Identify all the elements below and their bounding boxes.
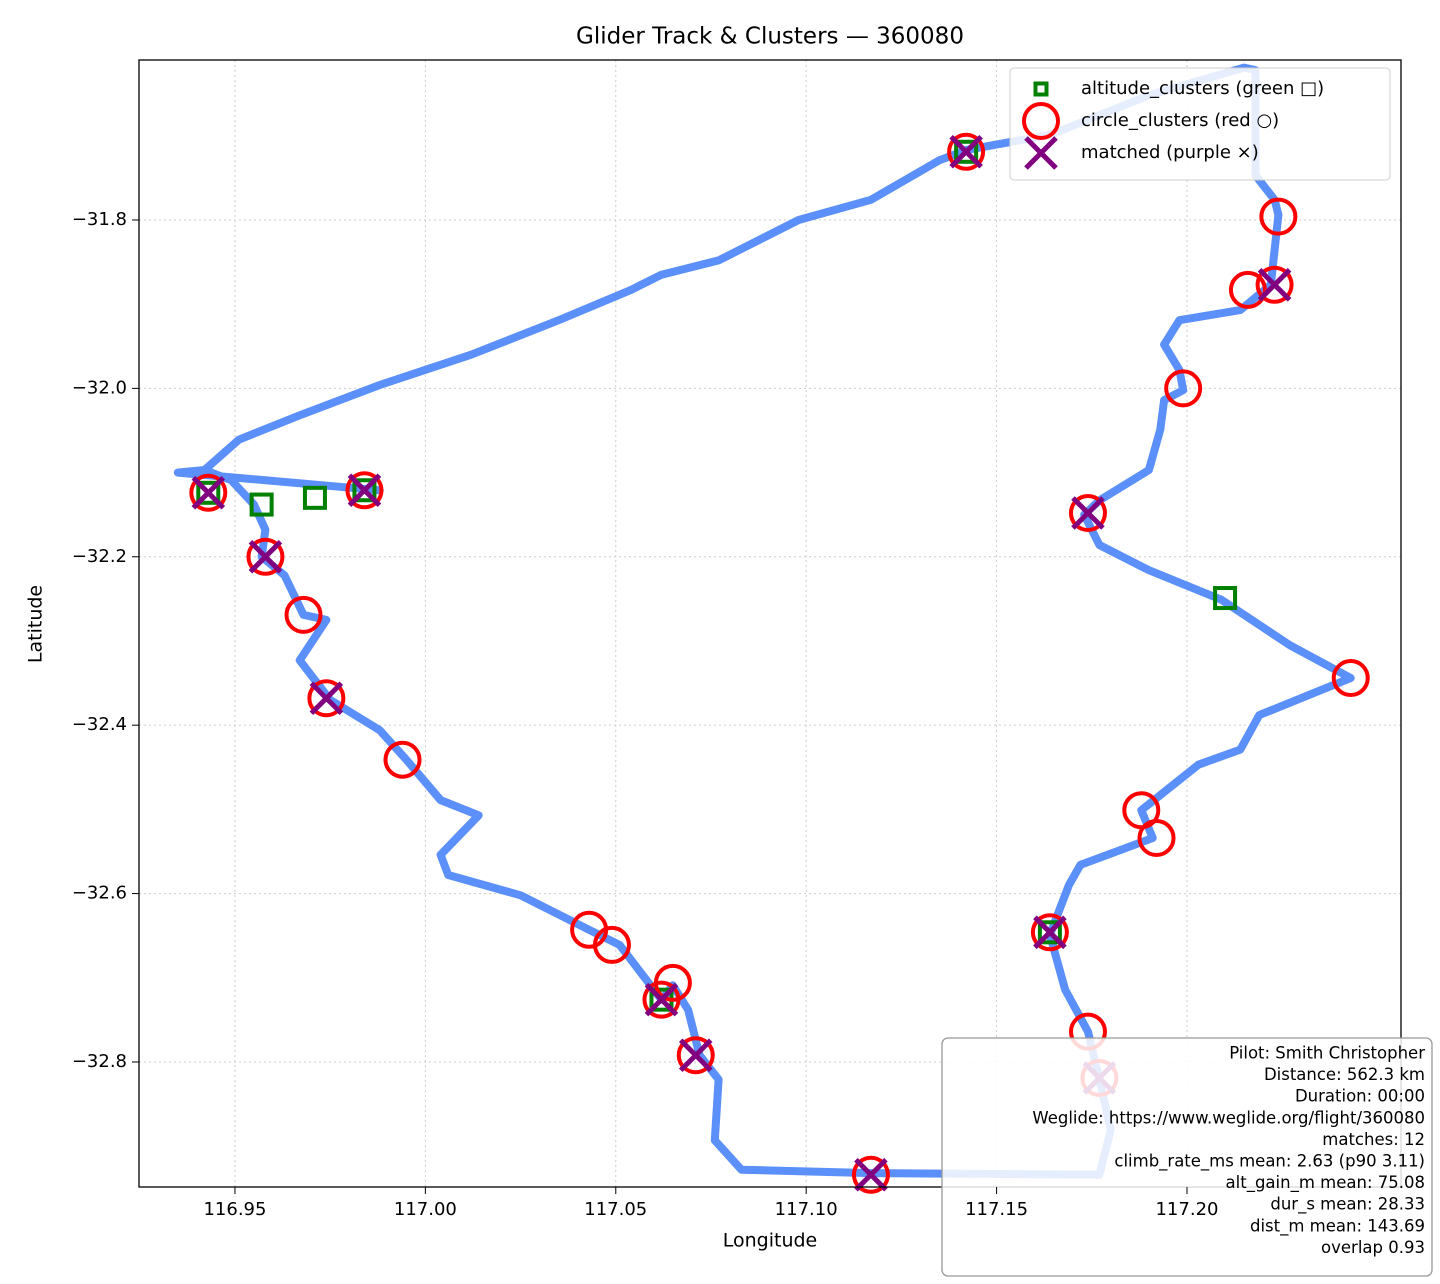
matched-marker [854,1158,888,1192]
circle-cluster-marker [1137,818,1176,857]
circle-cluster-marker [189,473,228,512]
altitude-cluster-marker [352,478,377,503]
y-tick-label: −32.4 [72,714,127,735]
matched-marker [1071,496,1105,530]
matched-marker [347,473,382,508]
y-tick-label: −32.0 [72,377,127,398]
circle-cluster-marker [383,740,422,779]
info-line: matches: 12 [1322,1130,1425,1149]
x-axis-label: Longitude [723,1230,818,1252]
circle-cluster-marker [1030,913,1069,952]
circle-cluster-marker [851,1155,890,1194]
matched-marker [309,681,344,715]
x-tick-label: 117.15 [965,1199,1028,1220]
y-tick-label: −31.8 [72,209,127,230]
legend-label: matched (purple ×) [1081,142,1259,163]
y-tick-label: −32.8 [72,1051,127,1072]
circle-cluster-marker [307,679,346,718]
glider-track [173,63,1355,1179]
altitude-cluster-marker [1033,81,1049,97]
legend: altitude_clusters (green □) circle_cluste… [1009,67,1391,181]
altitude-cluster-marker [954,139,979,164]
legend-box [1009,67,1391,181]
circle-cluster-marker [1255,265,1294,304]
matched-marker [949,135,983,169]
altitude-cluster-marker [1037,920,1062,945]
matched-marker [644,982,679,1017]
legend-label: altitude_clusters (green □) [1081,78,1324,99]
x-tick-label: 117.20 [1155,1199,1218,1220]
circle-cluster-marker [1164,369,1203,408]
info-line: Weglide: https://www.weglide.org/flight/… [1032,1108,1425,1127]
y-tick-label: −32.6 [72,883,127,904]
x-tick-label: 117.05 [584,1199,647,1220]
x-tick-label: 116.95 [203,1199,266,1220]
info-line: climb_rate_ms mean: 2.63 (p90 3.11) [1114,1152,1425,1172]
circle-cluster-marker [592,925,631,964]
info-line: alt_gain_m mean: 75.08 [1226,1173,1425,1193]
info-line: dur_s mean: 28.33 [1270,1195,1425,1215]
y-tick-label: −32.2 [72,546,127,567]
matched-marker [678,1038,713,1072]
plot-area [173,63,1370,1194]
matched-marker [1033,915,1067,950]
circle-cluster-marker [1228,270,1267,309]
circle-cluster-marker [1022,102,1060,140]
info-box: Pilot: Smith Christopher Distance: 562.3 … [941,1037,1433,1277]
x-tick-label: 117.10 [775,1199,838,1220]
info-line: dist_m mean: 143.69 [1250,1216,1425,1236]
x-tick-label: 117.00 [394,1199,457,1220]
circle-cluster-marker [1331,659,1370,698]
altitude-cluster-marker [249,492,274,517]
info-line: Pilot: Smith Christopher [1229,1044,1425,1063]
circle-cluster-marker [1068,493,1107,532]
matched-marker [191,476,226,510]
info-box-frame [941,1037,1433,1277]
legend-label: circle_clusters (red ○) [1081,110,1279,131]
chart-title: Glider Track & Clusters — 360080 [576,24,964,50]
circle-cluster-marker [676,1036,715,1075]
y-axis-label: Latitude [25,585,47,663]
axes-frame [138,59,1402,1188]
circle-cluster-marker [246,537,285,576]
circle-cluster-marker [947,132,986,171]
circle-cluster-marker [1259,197,1298,236]
altitude-cluster-marker [196,480,221,505]
matched-marker [248,540,283,574]
matched-marker [1257,268,1292,302]
circle-cluster-marker [345,471,384,510]
info-line: Distance: 562.3 km [1264,1065,1425,1084]
info-line: Duration: 00:00 [1295,1087,1425,1106]
circle-cluster-marker [284,595,323,634]
altitude-cluster-marker [302,485,327,510]
info-line: overlap 0.93 [1321,1238,1425,1257]
altitude-cluster-marker [1213,586,1238,611]
matched-marker [1024,136,1058,170]
circle-cluster-marker [642,980,681,1019]
